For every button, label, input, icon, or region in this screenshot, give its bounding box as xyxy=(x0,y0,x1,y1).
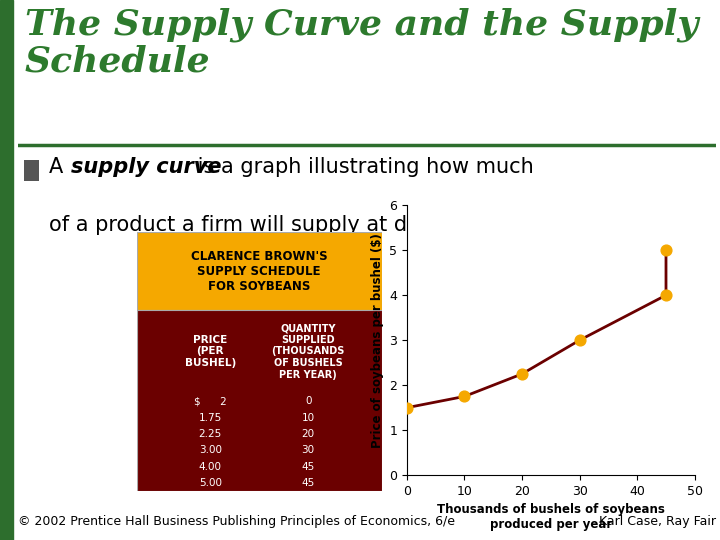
Text: A: A xyxy=(50,157,71,177)
Text: 45: 45 xyxy=(302,462,315,472)
Text: 45: 45 xyxy=(302,478,315,488)
Text: 2.25: 2.25 xyxy=(199,429,222,439)
Text: is a graph illustrating how much: is a graph illustrating how much xyxy=(192,157,534,177)
Text: CLARENCE BROWN'S
SUPPLY SCHEDULE
FOR SOYBEANS: CLARENCE BROWN'S SUPPLY SCHEDULE FOR SOY… xyxy=(191,249,328,293)
Text: 30: 30 xyxy=(302,446,315,455)
Text: of a product a firm will supply at different prices.: of a product a firm will supply at diffe… xyxy=(50,214,559,235)
Y-axis label: Price of soybeans per bushel ($): Price of soybeans per bushel ($) xyxy=(371,233,384,448)
Text: 5.00: 5.00 xyxy=(199,478,222,488)
Text: Karl Case, Ray Fair: Karl Case, Ray Fair xyxy=(599,515,716,528)
Point xyxy=(660,291,672,300)
Text: © 2002 Prentice Hall Business Publishing: © 2002 Prentice Hall Business Publishing xyxy=(18,515,276,528)
Text: 3.00: 3.00 xyxy=(199,446,222,455)
Point xyxy=(516,369,528,378)
Bar xyxy=(24,160,39,181)
Point xyxy=(459,392,470,401)
Point xyxy=(574,336,585,345)
Text: PRICE
(PER
BUSHEL): PRICE (PER BUSHEL) xyxy=(184,335,236,368)
Text: 4.00: 4.00 xyxy=(199,462,222,472)
Bar xyxy=(137,232,382,310)
Text: The Supply Curve and the Supply
Schedule: The Supply Curve and the Supply Schedule xyxy=(25,8,698,79)
Point xyxy=(660,246,672,254)
Text: 0: 0 xyxy=(305,396,312,406)
X-axis label: Thousands of bushels of soybeans
produced per year: Thousands of bushels of soybeans produce… xyxy=(437,503,665,531)
Bar xyxy=(137,310,382,491)
Point xyxy=(401,403,413,412)
Text: 1.75: 1.75 xyxy=(199,413,222,422)
Text: supply curve: supply curve xyxy=(71,157,222,177)
Text: 10: 10 xyxy=(302,413,315,422)
Text: 20: 20 xyxy=(302,429,315,439)
Text: Principles of Economics, 6/e: Principles of Economics, 6/e xyxy=(279,515,455,528)
Text: QUANTITY
SUPPLIED
(THOUSANDS
OF BUSHELS
PER YEAR): QUANTITY SUPPLIED (THOUSANDS OF BUSHELS … xyxy=(271,323,345,380)
Text: $      2: $ 2 xyxy=(194,396,227,406)
